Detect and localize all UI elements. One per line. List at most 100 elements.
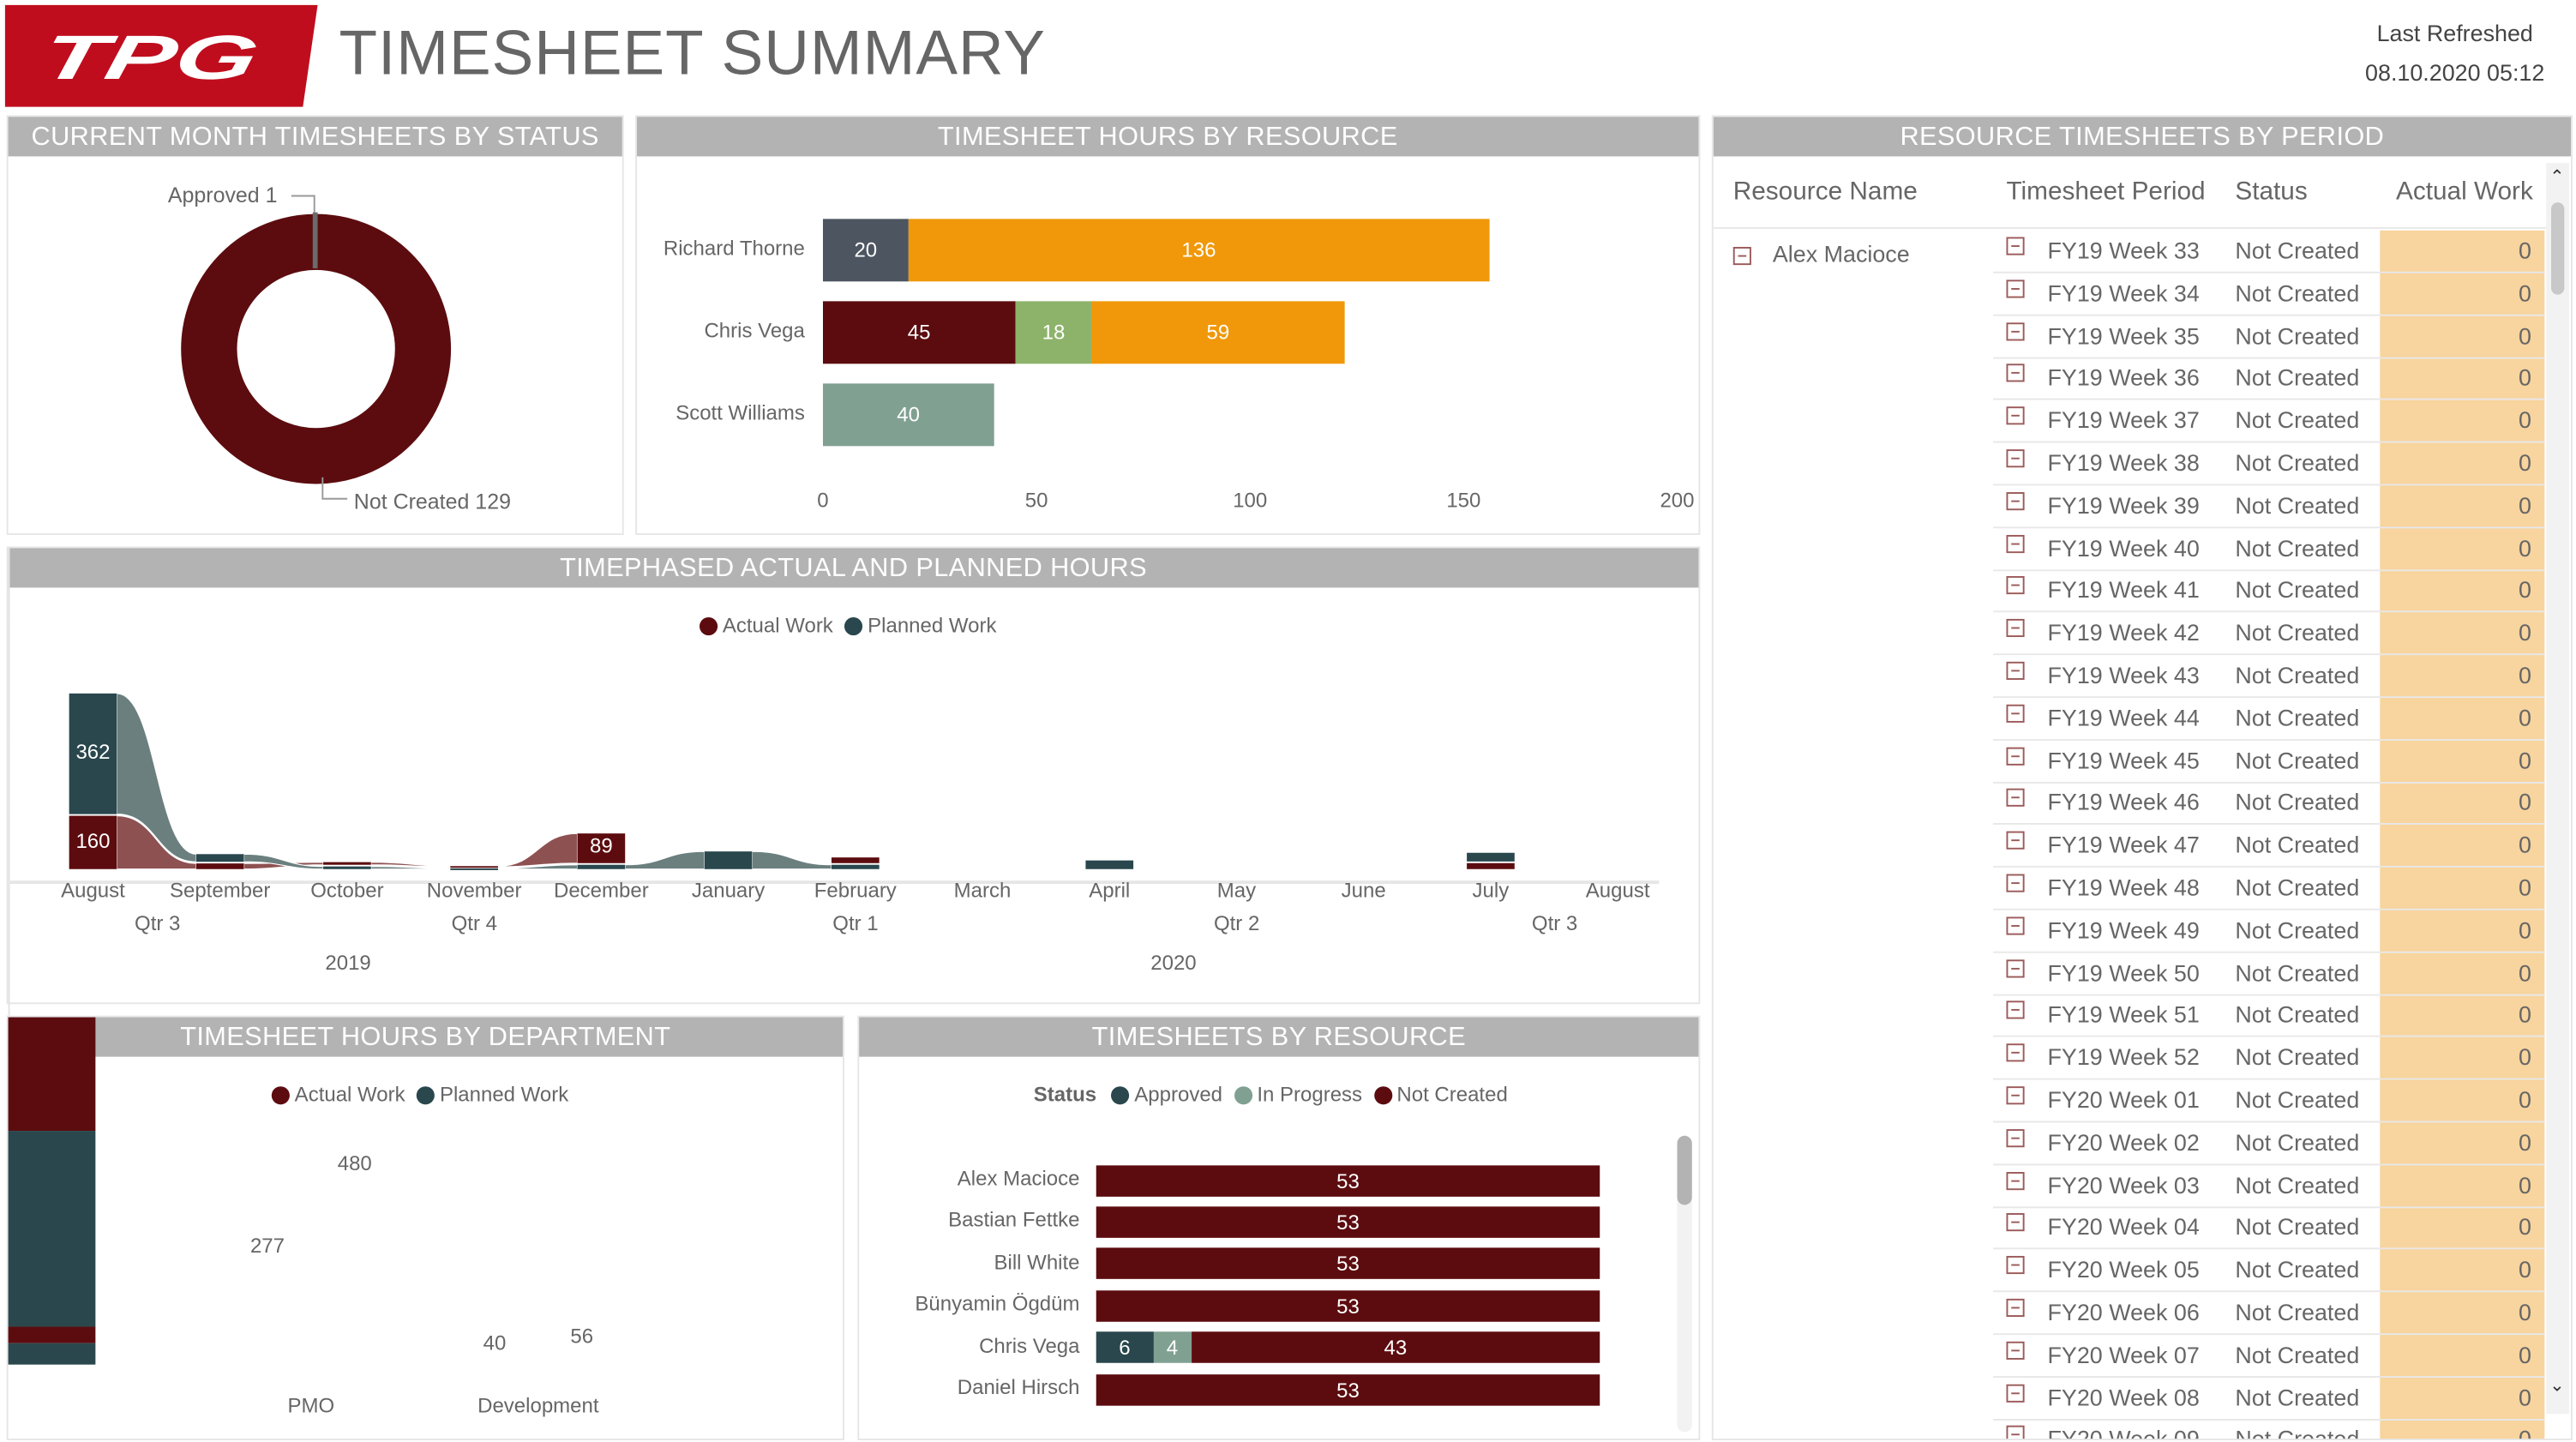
table-row[interactable]: FY19 Week 41 Not Created 0 xyxy=(1993,570,2545,613)
scrollbar[interactable] xyxy=(1677,1135,1692,1433)
ribbon-bar-actual[interactable] xyxy=(450,866,498,868)
bar-segment-not-created[interactable]: 43 xyxy=(1191,1331,1600,1363)
table-row[interactable]: FY19 Week 51 Not Created 0 xyxy=(1993,994,2545,1038)
bar-segment[interactable]: 136 xyxy=(908,219,1490,282)
table-row[interactable]: FY20 Week 05 Not Created 0 xyxy=(1993,1250,2545,1293)
ribbon-bar-planned[interactable] xyxy=(1085,860,1134,869)
collapse-icon[interactable] xyxy=(2006,491,2025,510)
collapse-icon[interactable] xyxy=(2006,237,2025,255)
ribbon-bar-planned[interactable] xyxy=(69,693,117,814)
table-row[interactable]: FY19 Week 35 Not Created 0 xyxy=(1993,315,2545,358)
collapse-icon[interactable] xyxy=(2006,321,2025,340)
table-row[interactable]: FY19 Week 47 Not Created 0 xyxy=(1993,825,2545,868)
table-row[interactable]: FY20 Week 04 Not Created 0 xyxy=(1993,1207,2545,1251)
table-row[interactable]: FY20 Week 08 Not Created 0 xyxy=(1993,1377,2545,1421)
table-row[interactable]: FY19 Week 45 Not Created 0 xyxy=(1993,740,2545,784)
table-row[interactable]: FY20 Week 07 Not Created 0 xyxy=(1993,1335,2545,1378)
scroll-up-icon[interactable]: ⌃ xyxy=(2549,167,2565,188)
collapse-icon[interactable] xyxy=(2006,661,2025,680)
table-row[interactable]: FY19 Week 44 Not Created 0 xyxy=(1993,698,2545,741)
bar-planned-work[interactable] xyxy=(8,1342,96,1366)
ribbon-bar-actual[interactable] xyxy=(1467,862,1515,869)
bar-segment-not-created[interactable]: 53 xyxy=(1096,1247,1600,1280)
collapse-icon[interactable] xyxy=(2006,831,2025,850)
ribbon-bar-actual[interactable] xyxy=(831,857,880,863)
ribbon-bar-planned[interactable] xyxy=(1467,852,1515,862)
table-row[interactable]: FY19 Week 38 Not Created 0 xyxy=(1993,442,2545,486)
collapse-icon[interactable] xyxy=(2006,364,2025,383)
ribbon-bar-planned[interactable] xyxy=(450,868,498,870)
legend-in-progress[interactable]: In Progress xyxy=(1257,1083,1363,1107)
collapse-icon[interactable] xyxy=(2006,1086,2025,1105)
legend-planned[interactable]: Planned Work xyxy=(439,1083,569,1107)
collapse-icon[interactable] xyxy=(1732,247,1751,266)
bar-planned-work[interactable] xyxy=(8,1130,96,1326)
bar-segment[interactable]: 40 xyxy=(823,383,994,447)
table-row[interactable]: FY19 Week 40 Not Created 0 xyxy=(1993,528,2545,571)
bar-segment[interactable]: 45 xyxy=(823,301,1016,364)
table-scrollbar[interactable]: ⌃ ⌄ xyxy=(2546,163,2570,1415)
collapse-icon[interactable] xyxy=(2006,1341,2025,1360)
collapse-icon[interactable] xyxy=(2006,1213,2025,1232)
table-row[interactable]: FY19 Week 42 Not Created 0 xyxy=(1993,613,2545,656)
collapse-icon[interactable] xyxy=(2006,449,2025,468)
donut-slice-not-created[interactable] xyxy=(181,213,452,484)
table-row[interactable]: FY19 Week 50 Not Created 0 xyxy=(1993,952,2545,995)
collapse-icon[interactable] xyxy=(2006,1383,2025,1403)
collapse-icon[interactable] xyxy=(2006,534,2025,553)
table-row[interactable]: FY20 Week 02 Not Created 0 xyxy=(1993,1122,2545,1165)
scroll-down-icon[interactable]: ⌄ xyxy=(2549,1376,2565,1397)
bar-segment[interactable]: 59 xyxy=(1091,301,1344,364)
bar-segment-not-created[interactable]: 53 xyxy=(1096,1164,1600,1196)
legend-actual[interactable]: Actual Work xyxy=(294,1083,405,1107)
bar-segment-approved[interactable]: 6 xyxy=(1096,1331,1154,1363)
ribbon-bar-planned[interactable] xyxy=(323,866,371,869)
table-row[interactable]: FY19 Week 43 Not Created 0 xyxy=(1993,655,2545,699)
ribbon-bar-planned[interactable] xyxy=(831,864,880,869)
collapse-icon[interactable] xyxy=(2006,406,2025,425)
scrollbar-thumb[interactable] xyxy=(1677,1135,1692,1205)
collapse-icon[interactable] xyxy=(2006,874,2025,892)
bar-segment[interactable]: 18 xyxy=(1015,301,1092,364)
table-row[interactable]: FY19 Week 34 Not Created 0 xyxy=(1993,273,2545,316)
table-row[interactable]: FY20 Week 09 Not Created 0 xyxy=(1993,1420,2544,1439)
table-row[interactable]: FY19 Week 52 Not Created 0 xyxy=(1993,1037,2545,1080)
col-actual-work[interactable]: Actual Work xyxy=(2395,177,2533,206)
collapse-icon[interactable] xyxy=(2006,576,2025,595)
collapse-icon[interactable] xyxy=(2006,789,2025,808)
table-row[interactable]: FY19 Week 46 Not Created 0 xyxy=(1993,783,2545,826)
bar-segment[interactable]: 20 xyxy=(823,219,909,282)
bar-segment-in-progress[interactable]: 4 xyxy=(1153,1331,1192,1363)
bar-segment-not-created[interactable]: 53 xyxy=(1096,1206,1600,1238)
table-row[interactable]: FY19 Week 48 Not Created 0 xyxy=(1993,868,2545,910)
ribbon-bar-planned[interactable] xyxy=(577,864,626,869)
collapse-icon[interactable] xyxy=(2006,704,2025,723)
legend-planned[interactable]: Planned Work xyxy=(868,614,997,638)
ribbon-bar-actual[interactable] xyxy=(69,815,117,869)
table-row[interactable]: FY19 Week 37 Not Created 0 xyxy=(1993,400,2545,443)
bar-actual-work[interactable] xyxy=(8,1017,96,1131)
legend-not-created[interactable]: Not Created xyxy=(1396,1083,1508,1107)
col-status[interactable]: Status xyxy=(2235,177,2308,206)
collapse-icon[interactable] xyxy=(2006,1256,2025,1275)
table-row[interactable]: FY19 Week 49 Not Created 0 xyxy=(1993,910,2545,953)
table-row[interactable]: FY20 Week 03 Not Created 0 xyxy=(1993,1165,2545,1208)
col-resource-name[interactable]: Resource Name xyxy=(1732,177,1918,206)
collapse-icon[interactable] xyxy=(2006,1298,2025,1317)
collapse-icon[interactable] xyxy=(2006,1426,2025,1439)
table-row[interactable]: FY20 Week 01 Not Created 0 xyxy=(1993,1080,2545,1123)
table-row[interactable]: FY19 Week 33 Not Created 0 xyxy=(1993,231,2545,273)
collapse-icon[interactable] xyxy=(2006,1171,2025,1190)
donut-slice-approved[interactable] xyxy=(312,212,318,268)
bar-segment-not-created[interactable]: 53 xyxy=(1096,1289,1600,1322)
bar-actual-work[interactable] xyxy=(8,1325,96,1343)
collapse-icon[interactable] xyxy=(2006,1043,2025,1062)
collapse-icon[interactable] xyxy=(2006,746,2025,766)
table-row[interactable]: FY20 Week 06 Not Created 0 xyxy=(1993,1292,2545,1336)
collapse-icon[interactable] xyxy=(2006,1128,2025,1147)
collapse-icon[interactable] xyxy=(2006,279,2025,298)
ribbon-bar-actual[interactable] xyxy=(195,863,244,869)
collapse-icon[interactable] xyxy=(2006,619,2025,638)
scrollbar-thumb[interactable] xyxy=(2551,202,2565,295)
collapse-icon[interactable] xyxy=(2006,958,2025,977)
